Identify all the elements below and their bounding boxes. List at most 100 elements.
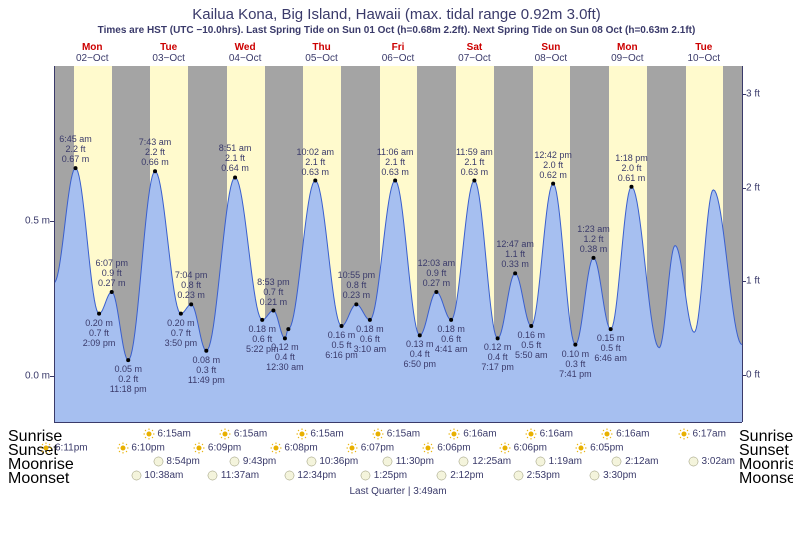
tide-label: 10:55 pm0.8 ft0.23 m [326,270,386,300]
chart-title: Kailua Kona, Big Island, Hawaii (max. ti… [0,0,793,23]
tide-label: 0.08 m0.3 ft11:49 pm [176,355,236,385]
tide-label: 6:07 pm0.9 ft0.27 m [82,258,142,288]
tide-label: 0.20 m0.7 ft3:50 pm [151,318,211,348]
day-header: Mon09−Oct [597,42,657,64]
moon-icon [611,456,622,467]
tide-label: 12:42 pm2.0 ft0.62 m [523,150,583,180]
sun-icon [296,428,308,440]
sunset-time: 6:06pm [499,442,547,454]
moonrise-time: 2:12am [611,456,658,467]
tide-label: 0.15 m0.5 ft6:46 am [581,333,641,363]
tide-label: 12:47 am1.1 ft0.33 m [485,239,545,269]
sun-icon [575,442,587,454]
moon-icon [229,456,240,467]
moonset-time: 12:34pm [284,470,337,481]
sunrise-time: 6:15am [143,428,191,440]
sun-icon [219,428,231,440]
moon-icon [458,456,469,467]
moonset-time: 2:53pm [513,470,560,481]
tide-label: 8:51 am2.1 ft0.64 m [205,143,265,173]
sun-icon [270,442,282,454]
sun-icon [346,442,358,454]
row-label-moonset-r: Moonset [739,470,785,488]
sun-icon [117,442,129,454]
sun-icon [678,428,690,440]
sunset-time: 6:10pm [117,442,165,454]
sunrise-time: 6:16am [525,428,573,440]
moonset-time: 2:12pm [436,470,483,481]
y-tick-ft: 1 ft [746,276,786,287]
day-header: Sun08−Oct [521,42,581,64]
moon-icon [382,456,393,467]
sun-icon [40,442,52,454]
sunset-time: 6:05pm [575,442,623,454]
tide-label: 11:59 am2.1 ft0.63 m [444,147,504,177]
tide-label: 12:03 am0.9 ft0.27 m [406,258,466,288]
moon-icon [513,470,524,481]
plot-area: 6:45 am2.2 ft0.67 m0.20 m0.7 ft2:09 pm6:… [54,66,742,422]
sunrise-time: 6:16am [448,428,496,440]
y-tick-m: 0.0 m [10,370,50,381]
sun-icon [525,428,537,440]
tide-label: 0.12 m0.4 ft12:30 am [255,342,315,372]
sunrise-time: 6:15am [372,428,420,440]
moonset-time: 11:37am [207,470,259,481]
night-band [54,66,74,422]
moonset-time: 10:38am [131,470,184,481]
tide-chart: Kailua Kona, Big Island, Hawaii (max. ti… [0,0,793,539]
sun-icon [143,428,155,440]
row-label-moonset: Moonset [8,470,54,488]
tide-label: 7:04 pm0.8 ft0.23 m [161,270,221,300]
moonset-time: 1:25pm [360,470,407,481]
moon-icon [306,456,317,467]
moonrise-time: 9:43pm [229,456,276,467]
tide-label: 0.05 m0.2 ft11:18 pm [98,364,158,394]
y-tick-m: 0.5 m [10,215,50,226]
y-tick-ft: 2 ft [746,182,786,193]
tide-label: 10:02 am2.1 ft0.63 m [285,147,345,177]
moon-icon [284,470,295,481]
tide-label: 1:23 am1.2 ft0.38 m [564,224,624,254]
moonrise-time: 8:54pm [153,456,200,467]
day-band [686,66,724,422]
moon-icon [535,456,546,467]
sunrise-time: 6:15am [296,428,344,440]
moon-icon [207,470,218,481]
day-header: Wed04−Oct [215,42,275,64]
moon-icon [688,456,699,467]
moonrise-time: 10:36pm [306,456,359,467]
moonrise-time: 12:25am [458,456,511,467]
moonset-time: 3:30pm [589,470,636,481]
day-header: Tue10−Oct [674,42,734,64]
sun-icon [422,442,434,454]
sunset-time: 6:11pm [40,442,87,454]
y-tick-ft: 0 ft [746,370,786,381]
sun-icon [601,428,613,440]
sun-icon [448,428,460,440]
sunset-time: 6:07pm [346,442,394,454]
tide-label: 11:06 am2.1 ft0.63 m [365,147,425,177]
moonrise-time: 1:19am [535,456,582,467]
sunrise-time: 6:16am [601,428,649,440]
day-header: Fri06−Oct [368,42,428,64]
tide-label: 8:53 pm0.7 ft0.21 m [243,277,303,307]
moonrise-time: 3:02am [688,456,735,467]
sunset-time: 6:09pm [193,442,241,454]
sun-icon [499,442,511,454]
sun-icon [193,442,205,454]
tide-label: 1:18 pm2.0 ft0.61 m [601,153,661,183]
day-header: Mon02−Oct [62,42,122,64]
moon-phase-label: Last Quarter | 3:49am [298,486,498,497]
tide-label: 7:43 am2.2 ft0.66 m [125,137,185,167]
night-band [341,66,380,422]
y-tick-ft: 3 ft [746,89,786,100]
sunrise-time: 6:17am [678,428,726,440]
night-band [723,66,742,422]
sun-icon [372,428,384,440]
tide-label: 0.20 m0.7 ft2:09 pm [69,318,129,348]
moon-icon [360,470,371,481]
day-header: Thu05−Oct [292,42,352,64]
sunset-time: 6:08pm [270,442,318,454]
moon-icon [131,470,142,481]
day-header: Sat07−Oct [444,42,504,64]
